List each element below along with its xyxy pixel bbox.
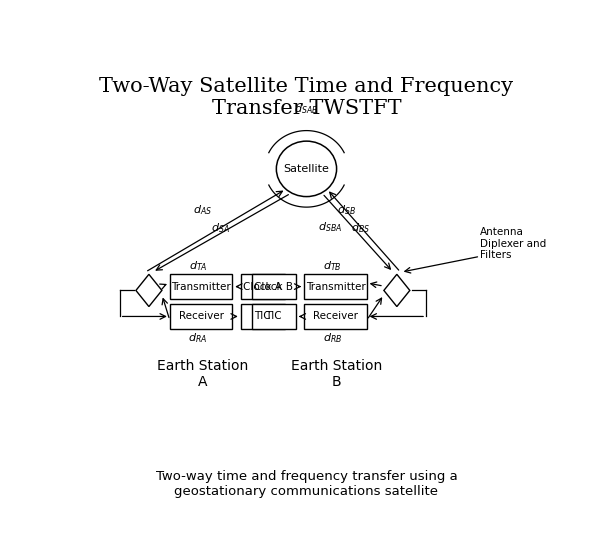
Text: $d_{TB}$: $d_{TB}$ xyxy=(323,259,341,273)
Text: Clock A: Clock A xyxy=(243,281,282,291)
Text: Transmitter: Transmitter xyxy=(171,281,231,291)
Text: Two-Way Satellite Time and Frequency
Transfer TWSTFT: Two-Way Satellite Time and Frequency Tra… xyxy=(99,77,514,118)
FancyBboxPatch shape xyxy=(252,274,296,299)
Text: Receiver: Receiver xyxy=(313,311,358,321)
Text: $d_{SAB}$: $d_{SAB}$ xyxy=(294,102,319,116)
FancyBboxPatch shape xyxy=(304,274,367,299)
Text: $d_{SBA}$: $d_{SBA}$ xyxy=(318,220,342,234)
Text: $d_{BS}$: $d_{BS}$ xyxy=(350,220,370,234)
Polygon shape xyxy=(136,274,162,306)
Text: $d_{TA}$: $d_{TA}$ xyxy=(188,259,207,273)
Text: $d_{AS}$: $d_{AS}$ xyxy=(193,204,212,218)
FancyBboxPatch shape xyxy=(240,274,285,299)
Text: Two-way time and frequency transfer using a
geostationary communications satelli: Two-way time and frequency transfer usin… xyxy=(155,470,457,497)
Text: Earth Station
B: Earth Station B xyxy=(291,358,382,389)
Text: $d_{SA}$: $d_{SA}$ xyxy=(212,220,230,234)
Circle shape xyxy=(276,141,337,197)
Text: $d_{SB}$: $d_{SB}$ xyxy=(337,204,355,218)
Text: TIC: TIC xyxy=(254,311,271,321)
FancyBboxPatch shape xyxy=(304,304,367,329)
Text: Satellite: Satellite xyxy=(283,164,329,174)
FancyBboxPatch shape xyxy=(170,304,232,329)
FancyBboxPatch shape xyxy=(170,274,232,299)
Text: Receiver: Receiver xyxy=(179,311,224,321)
Polygon shape xyxy=(384,274,410,306)
Text: Antenna
Diplexer and
Filters: Antenna Diplexer and Filters xyxy=(480,227,547,260)
Text: $d_{RA}$: $d_{RA}$ xyxy=(188,331,208,345)
Text: TIC: TIC xyxy=(266,311,282,321)
Text: $d_{RB}$: $d_{RB}$ xyxy=(323,331,342,345)
FancyBboxPatch shape xyxy=(240,304,285,329)
Text: Earth Station
A: Earth Station A xyxy=(157,358,248,389)
FancyBboxPatch shape xyxy=(252,304,296,329)
Text: Transmitter: Transmitter xyxy=(306,281,365,291)
Text: Clock B: Clock B xyxy=(254,281,293,291)
